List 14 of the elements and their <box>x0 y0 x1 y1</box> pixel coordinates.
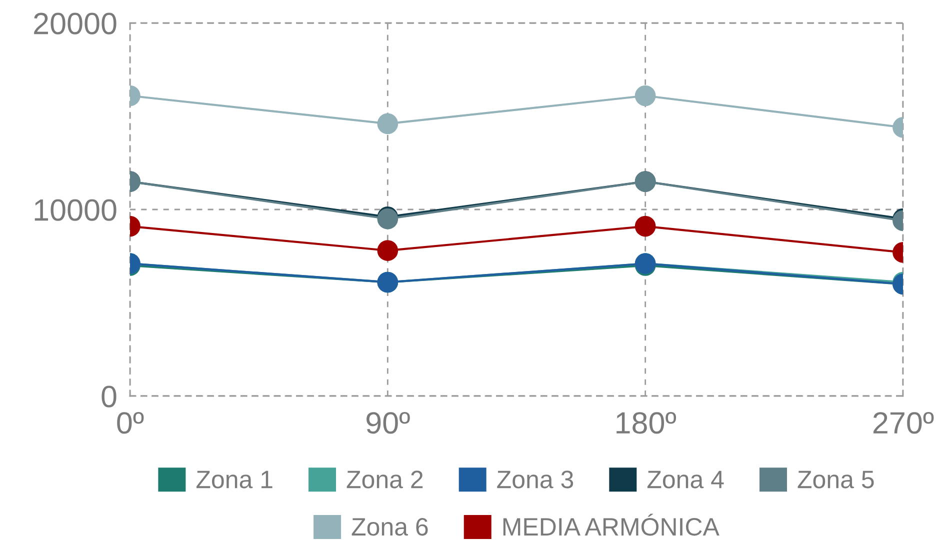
y-tick-label: 0 <box>102 386 116 408</box>
x-tick-label: 0º <box>117 412 144 434</box>
x-tick-label: 270º <box>873 412 934 434</box>
legend-label: MEDIA ARMÓNICA <box>503 514 720 536</box>
legend-label: Zona 1 <box>196 470 272 488</box>
x-tick-label: 90º <box>366 412 410 434</box>
legend-label: Zona 3 <box>497 470 574 488</box>
y-tick-label: 10000 <box>34 199 116 221</box>
y-tick-label: 20000 <box>34 12 116 34</box>
legend-label: Zona 4 <box>647 470 724 488</box>
x-tick-label: 180º <box>616 412 676 434</box>
legend-label: Zona 6 <box>352 518 428 536</box>
legend-label: Zona 5 <box>798 470 874 488</box>
legend-label: Zona 2 <box>346 470 423 488</box>
